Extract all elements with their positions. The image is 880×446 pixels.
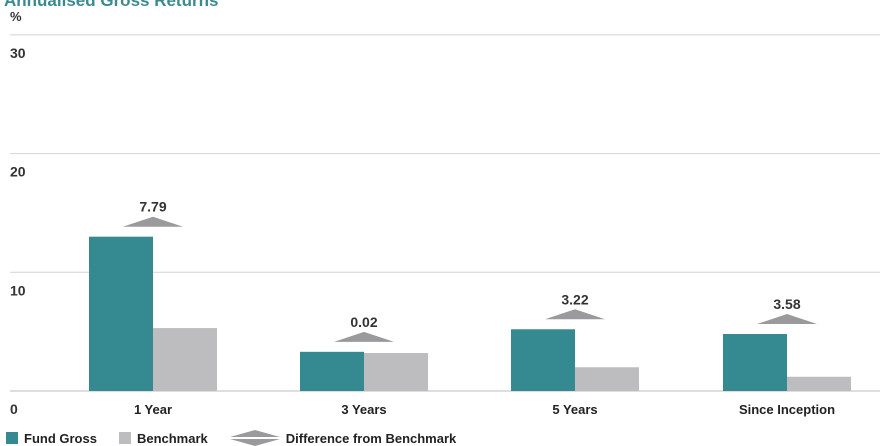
x-tick-label-1-year: 1 Year (134, 402, 172, 417)
bar-benchmark-5-years (575, 367, 639, 391)
difference-marker-3-years (334, 331, 394, 342)
x-tick-label-since-inception: Since Inception (739, 402, 835, 417)
chart-legend: Fund Gross Benchmark Difference from Ben… (6, 430, 478, 446)
legend-swatch-fund-gross (6, 432, 18, 444)
difference-label-5-years: 3.22 (561, 291, 588, 307)
bar-fund-gross-1-year (89, 236, 153, 391)
difference-label-1-year: 7.79 (139, 199, 166, 215)
y-tick-label-10: 10 (10, 282, 26, 298)
legend-item-difference: Difference from Benchmark (229, 430, 457, 446)
difference-label-3-years: 0.02 (350, 314, 377, 330)
bar-fund-gross-5-years (511, 329, 575, 391)
difference-marker-5-years (545, 309, 605, 320)
bar-fund-gross-3-years (300, 351, 364, 391)
x-tick-label-5-years: 5 Years (552, 402, 597, 417)
bar-benchmark-3-years (364, 353, 428, 391)
legend-swatch-benchmark (118, 432, 131, 444)
x-tick-label-3-years: 3 Years (341, 402, 386, 417)
y-tick-label-20: 20 (10, 164, 26, 180)
bar-fund-gross-since-inception (723, 334, 787, 391)
legend-label-benchmark: Benchmark (136, 430, 208, 446)
y-tick-label-0: 0 (10, 401, 18, 417)
difference-label-since-inception: 3.58 (773, 296, 800, 312)
difference-marker-1-year (123, 216, 183, 227)
bar-benchmark-since-inception (787, 376, 851, 391)
bar-benchmark-1-year (153, 328, 217, 391)
chart-title: Annualised Gross Returns (4, 0, 219, 10)
difference-marker-since-inception (757, 314, 817, 325)
legend-label-fund-gross: Fund Gross (24, 430, 97, 446)
legend-label-difference: Difference from Benchmark (285, 430, 457, 446)
y-tick-label-30: 30 (10, 45, 26, 61)
legend-item-fund-gross: Fund Gross (6, 431, 97, 446)
legend-difference-icon (229, 430, 280, 446)
legend-item-benchmark: Benchmark (118, 430, 208, 446)
y-axis-unit-label: % (10, 9, 22, 24)
